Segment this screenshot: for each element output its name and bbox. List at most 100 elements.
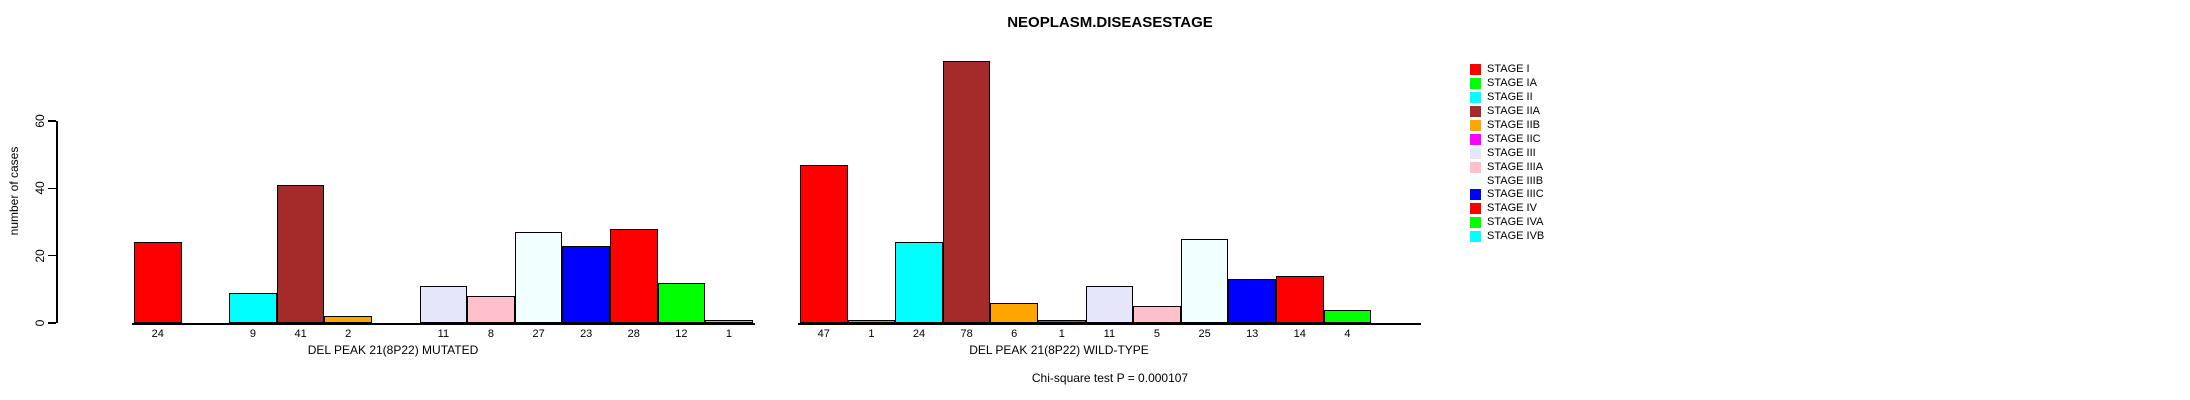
legend-item: STAGE IVA — [1470, 216, 1544, 230]
bar — [229, 292, 277, 323]
legend-item: STAGE I — [1470, 63, 1544, 77]
y-tick-label: 40 — [33, 181, 47, 196]
bar-value-label: 5 — [1153, 328, 1161, 340]
bar-value-label: 4 — [1344, 328, 1351, 340]
legend-label: STAGE IVB — [1487, 230, 1545, 243]
bar-value-label: 41 — [294, 328, 307, 340]
bar — [324, 316, 372, 323]
legend-label: STAGE III — [1487, 146, 1536, 159]
bar-value-label: 9 — [249, 328, 257, 340]
bar — [562, 245, 610, 323]
bar — [1133, 306, 1181, 323]
legend-item: STAGE IIIC — [1470, 188, 1544, 202]
bar-value-label: 8 — [487, 328, 495, 340]
legend-label: STAGE I — [1487, 63, 1530, 76]
bar — [990, 302, 1038, 323]
legend-item: STAGE IIIA — [1470, 160, 1544, 174]
chi-square-annotation: Chi-square test P = 0.000107 — [1031, 371, 1189, 385]
legend-label: STAGE IIIB — [1487, 174, 1544, 187]
legend: STAGE I STAGE IA STAGE II STAGE IIA STAGE II… — [1470, 63, 1544, 244]
bar — [1038, 319, 1086, 323]
group-axis-title: DEL PEAK 21(8P22) MUTATED — [307, 343, 479, 357]
y-tick-mark — [48, 254, 56, 257]
bar — [514, 232, 563, 323]
bar-value-label: 28 — [627, 328, 640, 340]
legend-swatch — [1470, 92, 1481, 104]
bar — [276, 185, 325, 323]
legend-item: STAGE IV — [1470, 202, 1544, 216]
group-axis-title: DEL PEAK 21(8P22) WILD-TYPE — [969, 343, 1149, 357]
bar — [1228, 279, 1276, 323]
bar-value-label: 13 — [1246, 328, 1259, 340]
legend-swatch — [1470, 64, 1481, 76]
bar-value-label: 25 — [1198, 328, 1211, 340]
y-axis-line — [56, 121, 58, 323]
legend-item: STAGE IA — [1470, 77, 1544, 91]
bar-value-label: 2 — [345, 328, 352, 340]
legend-item: STAGE II — [1470, 91, 1544, 105]
bar-value-label: 14 — [1293, 328, 1306, 340]
legend-swatch — [1470, 78, 1481, 90]
legend-swatch — [1470, 217, 1481, 229]
legend-item: STAGE IIA — [1470, 105, 1544, 119]
legend-label: STAGE IIB — [1487, 119, 1540, 131]
legend-item: STAGE IIC — [1470, 132, 1544, 146]
legend-swatch — [1470, 120, 1481, 131]
legend-swatch — [1470, 106, 1481, 118]
legend-label: STAGE IIA — [1487, 105, 1540, 118]
bar — [895, 242, 943, 323]
bar-value-label: 11 — [1103, 328, 1116, 340]
legend-swatch — [1470, 203, 1481, 215]
chart-title: NEOPLASM.DISEASESTAGE — [1007, 14, 1213, 31]
y-tick-label: 0 — [33, 319, 47, 327]
legend-label: STAGE IV — [1487, 202, 1537, 215]
x-axis-line — [132, 323, 755, 325]
legend-swatch — [1470, 175, 1481, 187]
legend-label: STAGE II — [1487, 91, 1533, 104]
bar — [942, 60, 991, 323]
legend-item: STAGE IVB — [1470, 230, 1544, 244]
bar-value-label: 1 — [868, 328, 875, 340]
y-tick-mark — [48, 322, 56, 324]
bar-value-label: 47 — [817, 328, 830, 340]
legend-item: STAGE IIB — [1470, 119, 1544, 133]
y-tick-label: 60 — [33, 114, 47, 128]
bar — [134, 242, 182, 323]
bar — [1323, 309, 1372, 323]
bar-value-label: 27 — [532, 328, 545, 340]
bar-value-label: 1 — [1058, 328, 1065, 340]
legend-swatch — [1470, 231, 1481, 243]
bar — [1085, 285, 1134, 323]
bar-value-label: 11 — [437, 328, 450, 340]
x-axis-line — [798, 323, 1421, 325]
bar — [1180, 238, 1229, 323]
bar-value-label: 12 — [675, 328, 688, 340]
legend-swatch — [1470, 161, 1481, 173]
bar — [467, 296, 515, 323]
y-tick-mark — [48, 187, 56, 190]
y-tick-label: 20 — [33, 249, 47, 263]
y-axis-label: number of cases — [7, 146, 21, 236]
bar — [705, 319, 753, 323]
bar-value-label: 1 — [725, 328, 733, 340]
bar — [610, 228, 658, 323]
legend-swatch — [1470, 133, 1481, 145]
legend-item: STAGE III — [1470, 146, 1544, 160]
y-tick-mark — [48, 120, 56, 122]
legend-label: STAGE IVA — [1487, 216, 1544, 229]
bar-value-label: 78 — [960, 328, 973, 340]
bar — [1276, 275, 1324, 323]
bar-value-label: 23 — [580, 328, 593, 340]
bar — [419, 285, 468, 323]
bar-value-label: 24 — [912, 328, 926, 340]
bar-value-label: 6 — [1011, 328, 1018, 340]
legend-label: STAGE IIIA — [1487, 160, 1544, 173]
legend-item: STAGE IIIB — [1470, 174, 1544, 188]
legend-label: STAGE IIC — [1487, 132, 1541, 145]
legend-swatch — [1470, 147, 1481, 159]
bar — [800, 164, 848, 323]
legend-label: STAGE IIIC — [1487, 188, 1544, 201]
legend-label: STAGE IA — [1487, 77, 1537, 90]
bar — [847, 319, 896, 323]
